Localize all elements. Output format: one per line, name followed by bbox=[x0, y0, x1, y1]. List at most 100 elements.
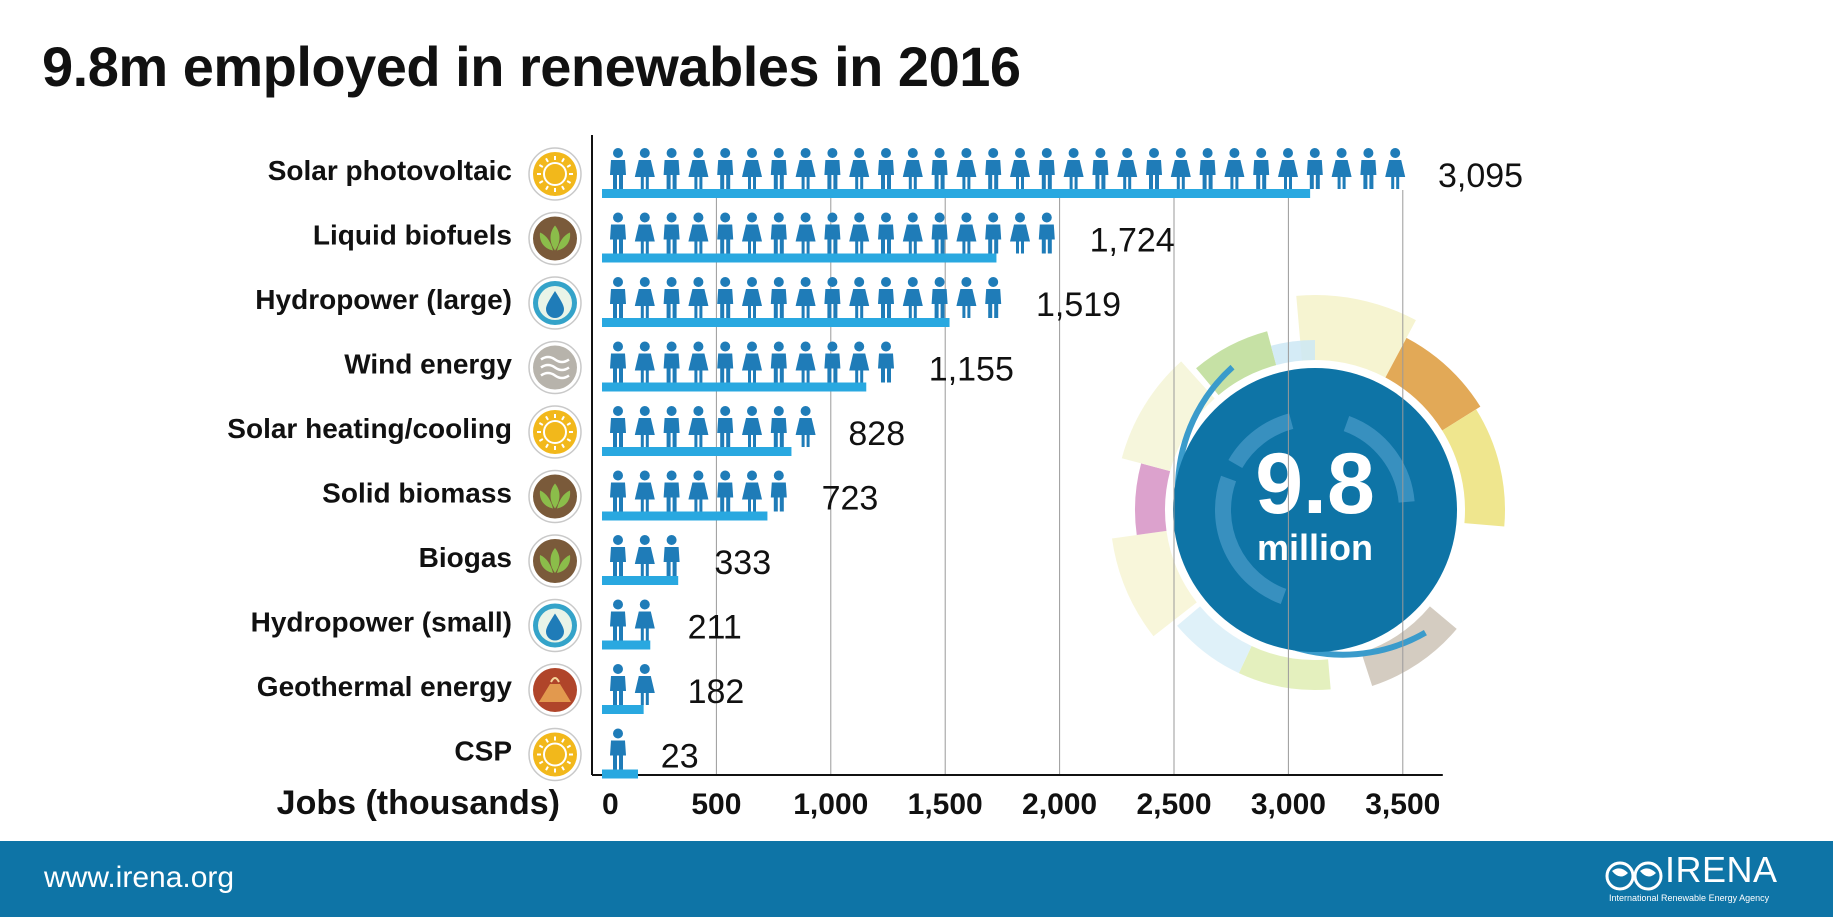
person-icon bbox=[610, 664, 626, 705]
water-drop-icon bbox=[528, 598, 582, 653]
leaf-shape bbox=[550, 483, 560, 509]
chart-row: Biogas 333 bbox=[419, 534, 771, 588]
sun-ray bbox=[538, 438, 544, 442]
person-icon bbox=[688, 212, 709, 254]
person-head bbox=[1095, 148, 1106, 158]
person-head bbox=[961, 148, 972, 158]
person-body bbox=[742, 482, 762, 512]
chart-row: Solar photovoltaic 3,095 bbox=[268, 147, 1523, 201]
person-body bbox=[610, 418, 626, 447]
person-body bbox=[663, 289, 680, 318]
person-body bbox=[717, 160, 734, 189]
person-icon bbox=[770, 277, 787, 318]
sun-ray bbox=[538, 164, 544, 168]
person-body bbox=[742, 418, 762, 447]
person-body bbox=[610, 289, 626, 318]
footer-url[interactable]: www.irena.org bbox=[44, 861, 235, 894]
person-body bbox=[663, 418, 680, 447]
person-head bbox=[720, 341, 731, 352]
leaf-shape bbox=[539, 555, 553, 573]
sun-ray bbox=[561, 415, 565, 421]
person-icon bbox=[634, 599, 655, 641]
person-icon bbox=[931, 277, 948, 318]
person-body bbox=[956, 289, 977, 318]
person-body bbox=[610, 676, 626, 705]
person-head bbox=[1015, 148, 1025, 158]
person-head bbox=[773, 341, 784, 352]
person-head bbox=[934, 212, 945, 223]
person-body bbox=[985, 224, 1002, 254]
person-head bbox=[666, 212, 677, 223]
person-icon bbox=[717, 341, 734, 383]
person-icon bbox=[849, 148, 870, 189]
person-body bbox=[770, 224, 787, 254]
person-body bbox=[1117, 160, 1138, 189]
inner-ring-arc bbox=[1215, 475, 1287, 604]
person-head bbox=[639, 148, 650, 158]
chart-row: CSP 23 bbox=[454, 727, 699, 782]
person-icon bbox=[878, 148, 894, 189]
person-icon bbox=[634, 406, 655, 447]
person-head bbox=[854, 341, 865, 352]
person-body bbox=[634, 547, 655, 576]
person-body bbox=[663, 547, 680, 576]
person-icon bbox=[1092, 148, 1109, 189]
sun-ray bbox=[561, 443, 565, 449]
person-icon bbox=[610, 148, 626, 189]
person-head bbox=[639, 470, 650, 481]
person-head bbox=[881, 212, 891, 223]
person-body bbox=[770, 418, 787, 447]
person-icon bbox=[634, 664, 655, 705]
person-head bbox=[639, 341, 650, 352]
person-body bbox=[1038, 224, 1055, 254]
person-body bbox=[770, 353, 787, 383]
person-body bbox=[634, 482, 655, 512]
person-icon bbox=[663, 277, 680, 318]
person-icon bbox=[610, 277, 626, 318]
person-icon bbox=[1063, 148, 1084, 189]
person-head bbox=[693, 341, 704, 352]
person-icon bbox=[824, 277, 841, 318]
person-head bbox=[854, 212, 865, 223]
person-body bbox=[1224, 160, 1245, 189]
person-icon bbox=[985, 212, 1002, 254]
person-body bbox=[878, 353, 894, 383]
person-body bbox=[878, 289, 894, 318]
deco-arc-segment bbox=[1361, 606, 1457, 686]
person-head bbox=[693, 277, 704, 287]
person-head bbox=[613, 728, 623, 739]
person-body bbox=[688, 224, 709, 254]
sun-ray bbox=[538, 180, 544, 184]
person-head bbox=[800, 406, 811, 416]
category-label: Solar photovoltaic bbox=[268, 155, 512, 186]
person-body bbox=[1170, 160, 1191, 189]
person-icon bbox=[634, 341, 655, 383]
person-icon bbox=[931, 212, 948, 254]
person-icon bbox=[634, 470, 655, 512]
person-body bbox=[849, 289, 870, 318]
volcano-smoke bbox=[550, 677, 560, 683]
person-body bbox=[878, 160, 894, 189]
chart-title: 9.8m employed in renewables in 2016 bbox=[42, 35, 1021, 98]
person-icon bbox=[688, 341, 709, 383]
person-body bbox=[742, 224, 762, 254]
person-body bbox=[1385, 160, 1406, 189]
person-head bbox=[693, 406, 704, 416]
logo-wordmark: IRENA bbox=[1665, 849, 1778, 890]
person-icon bbox=[931, 148, 948, 189]
person-body bbox=[634, 418, 655, 447]
person-body bbox=[1199, 160, 1216, 189]
wind-wave bbox=[540, 355, 570, 364]
person-icon bbox=[663, 406, 680, 447]
person-body bbox=[717, 224, 734, 254]
person-head bbox=[773, 277, 784, 287]
person-body bbox=[634, 676, 655, 705]
person-icon bbox=[688, 148, 709, 189]
leaf-shape bbox=[550, 548, 560, 573]
sun-core bbox=[543, 162, 567, 186]
person-head bbox=[961, 212, 972, 223]
person-icon bbox=[1331, 148, 1352, 189]
person-body bbox=[634, 160, 655, 189]
person-body bbox=[956, 160, 977, 189]
person-icon bbox=[663, 148, 680, 189]
